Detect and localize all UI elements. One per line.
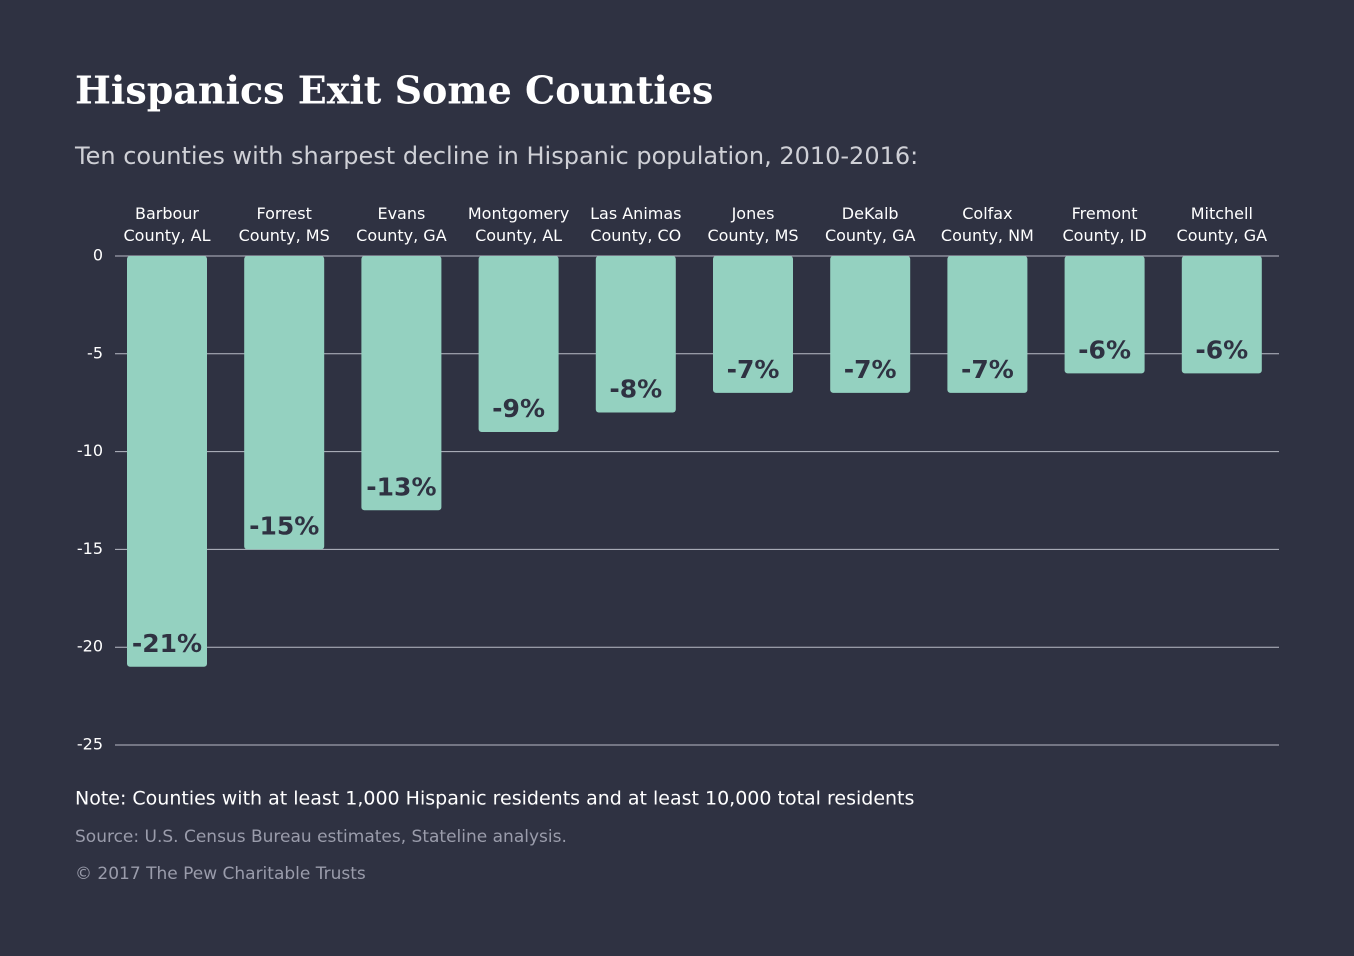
x-tick-label: Jones County, MS [707,204,799,245]
x-tick-label: Forrest County, MS [238,204,330,245]
x-tick-label: Fremont County, ID [1062,204,1147,245]
x-tick-label: Mitchell County, GA [1176,204,1268,245]
x-tick-label: Colfax County, NM [940,204,1034,245]
bar [127,256,207,667]
bar [830,256,911,393]
x-tick-label: DeKalb County, GA [824,204,916,245]
y-tick-label: 0 [93,246,103,265]
y-tick-label: -5 [87,343,103,362]
x-tick-label: Montgomery County, AL [467,204,570,245]
bar [1064,256,1145,374]
value-label: -8% [609,374,662,403]
x-tick-label: Las Animas County, CO [590,204,682,245]
value-label: -9% [492,394,545,423]
bar [947,256,1028,393]
value-label: -13% [366,472,436,501]
value-label: -7% [961,355,1014,384]
value-label: -21% [132,629,202,658]
value-label: -7% [844,355,897,384]
copyright: © 2017 The Pew Charitable Trusts [75,864,366,884]
bar [361,256,442,511]
value-label: -6% [1078,335,1131,364]
value-label: -6% [1195,335,1248,364]
chart-subtitle: Ten counties with sharpest decline in Hi… [74,142,918,170]
source: Source: U.S. Census Bureau estimates, St… [75,827,567,847]
y-tick-label: -10 [77,441,103,460]
bar [478,256,559,433]
value-label: -7% [727,355,780,384]
value-label: -15% [249,511,319,540]
x-tick-label: Evans County, GA [356,204,447,245]
note: Note: Counties with at least 1,000 Hispa… [75,788,914,810]
bar [1181,256,1262,374]
x-tick-label: Barbour County, AL [123,204,211,245]
y-tick-label: -25 [77,735,103,754]
chart-title: Hispanics Exit Some Counties [75,68,713,113]
bar [595,256,676,413]
y-tick-label: -15 [77,539,103,558]
y-tick-label: -20 [77,637,103,656]
bar [713,256,793,393]
bar [244,256,325,550]
